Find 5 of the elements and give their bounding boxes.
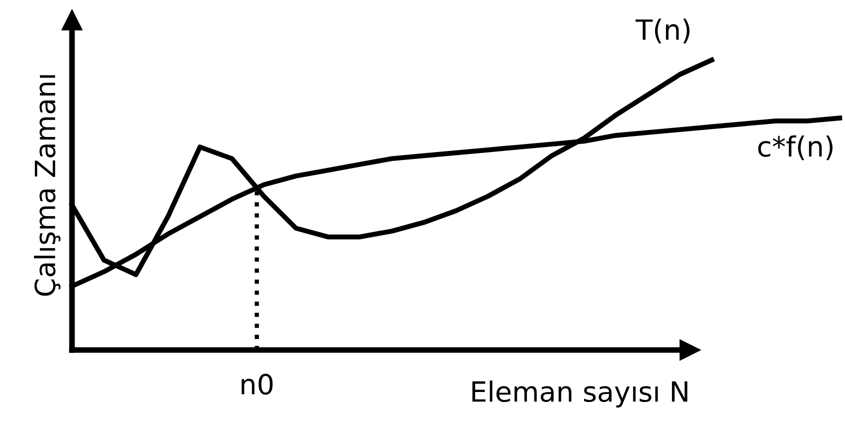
series-label: c*f(n) [758, 135, 833, 160]
text: n0 [242, 374, 273, 395]
y-axis-title: Çalışma Zamanı [34, 75, 60, 296]
x-axis-title: Eleman sayısı N [472, 380, 688, 408]
series-label: T(n) [636, 18, 690, 44]
